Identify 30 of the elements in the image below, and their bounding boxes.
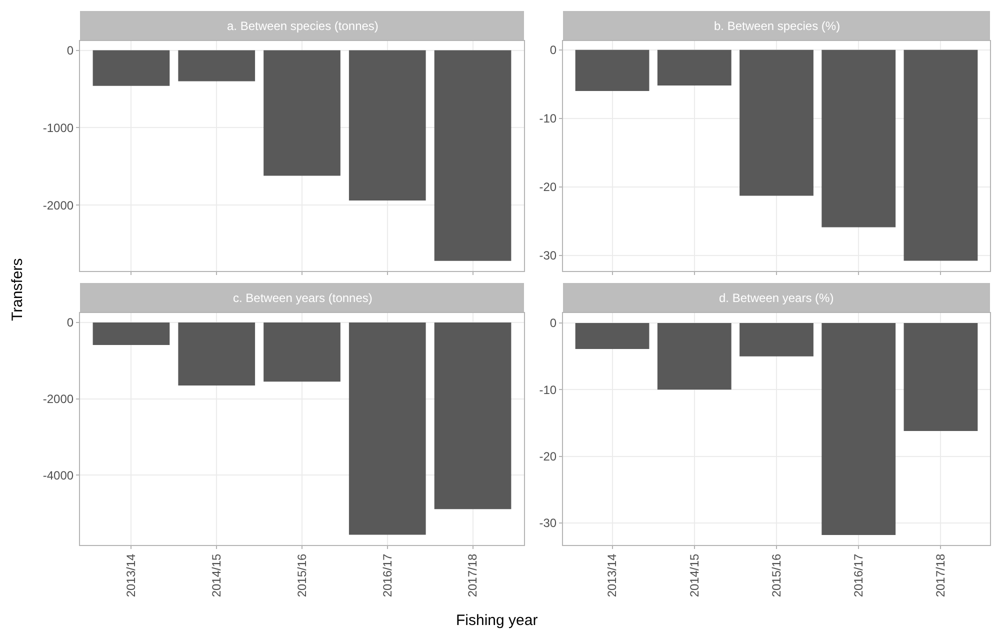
y-tick-label: -30 <box>539 248 557 262</box>
x-tick-label: 2017/18 <box>466 553 480 598</box>
x-tick-label: 2016/17 <box>852 553 866 598</box>
y-tick-label: 0 <box>550 43 557 58</box>
y-tick-label: -1000 <box>42 120 74 135</box>
y-tick-label: 0 <box>550 316 557 330</box>
y-tick-label: -4000 <box>42 468 74 482</box>
y-tick-label: -10 <box>539 382 557 397</box>
y-tick-label: -30 <box>539 516 557 530</box>
x-tick-label: 2017/18 <box>934 553 948 598</box>
x-axis-title: Fishing year <box>456 612 538 629</box>
chart-title: c. Between years (tonnes) <box>233 291 372 305</box>
y-tick-label: -20 <box>539 180 557 194</box>
x-tick-label: 2013/14 <box>605 553 620 598</box>
chart-title: d. Between years (%) <box>719 291 834 305</box>
y-tick-label: 0 <box>66 43 74 58</box>
x-tick-label: 2016/17 <box>380 553 394 598</box>
x-tick-label: 2013/14 <box>124 553 138 598</box>
y-tick-label: -10 <box>539 112 557 126</box>
y-tick-label: -2000 <box>42 392 74 406</box>
x-tick-label: 2015/16 <box>294 553 309 598</box>
y-axis-title: Transfers <box>9 258 26 321</box>
chart-title: a. Between species (tonnes) <box>227 19 378 33</box>
y-tick-label: -2000 <box>42 198 74 212</box>
chart-title: b. Between species (%) <box>714 19 840 33</box>
x-tick-label: 2014/15 <box>210 553 224 598</box>
x-tick-label: 2015/16 <box>769 553 784 598</box>
x-tick-label: 2014/15 <box>687 553 702 598</box>
y-tick-label: 0 <box>66 316 74 330</box>
y-tick-label: -20 <box>539 450 557 464</box>
